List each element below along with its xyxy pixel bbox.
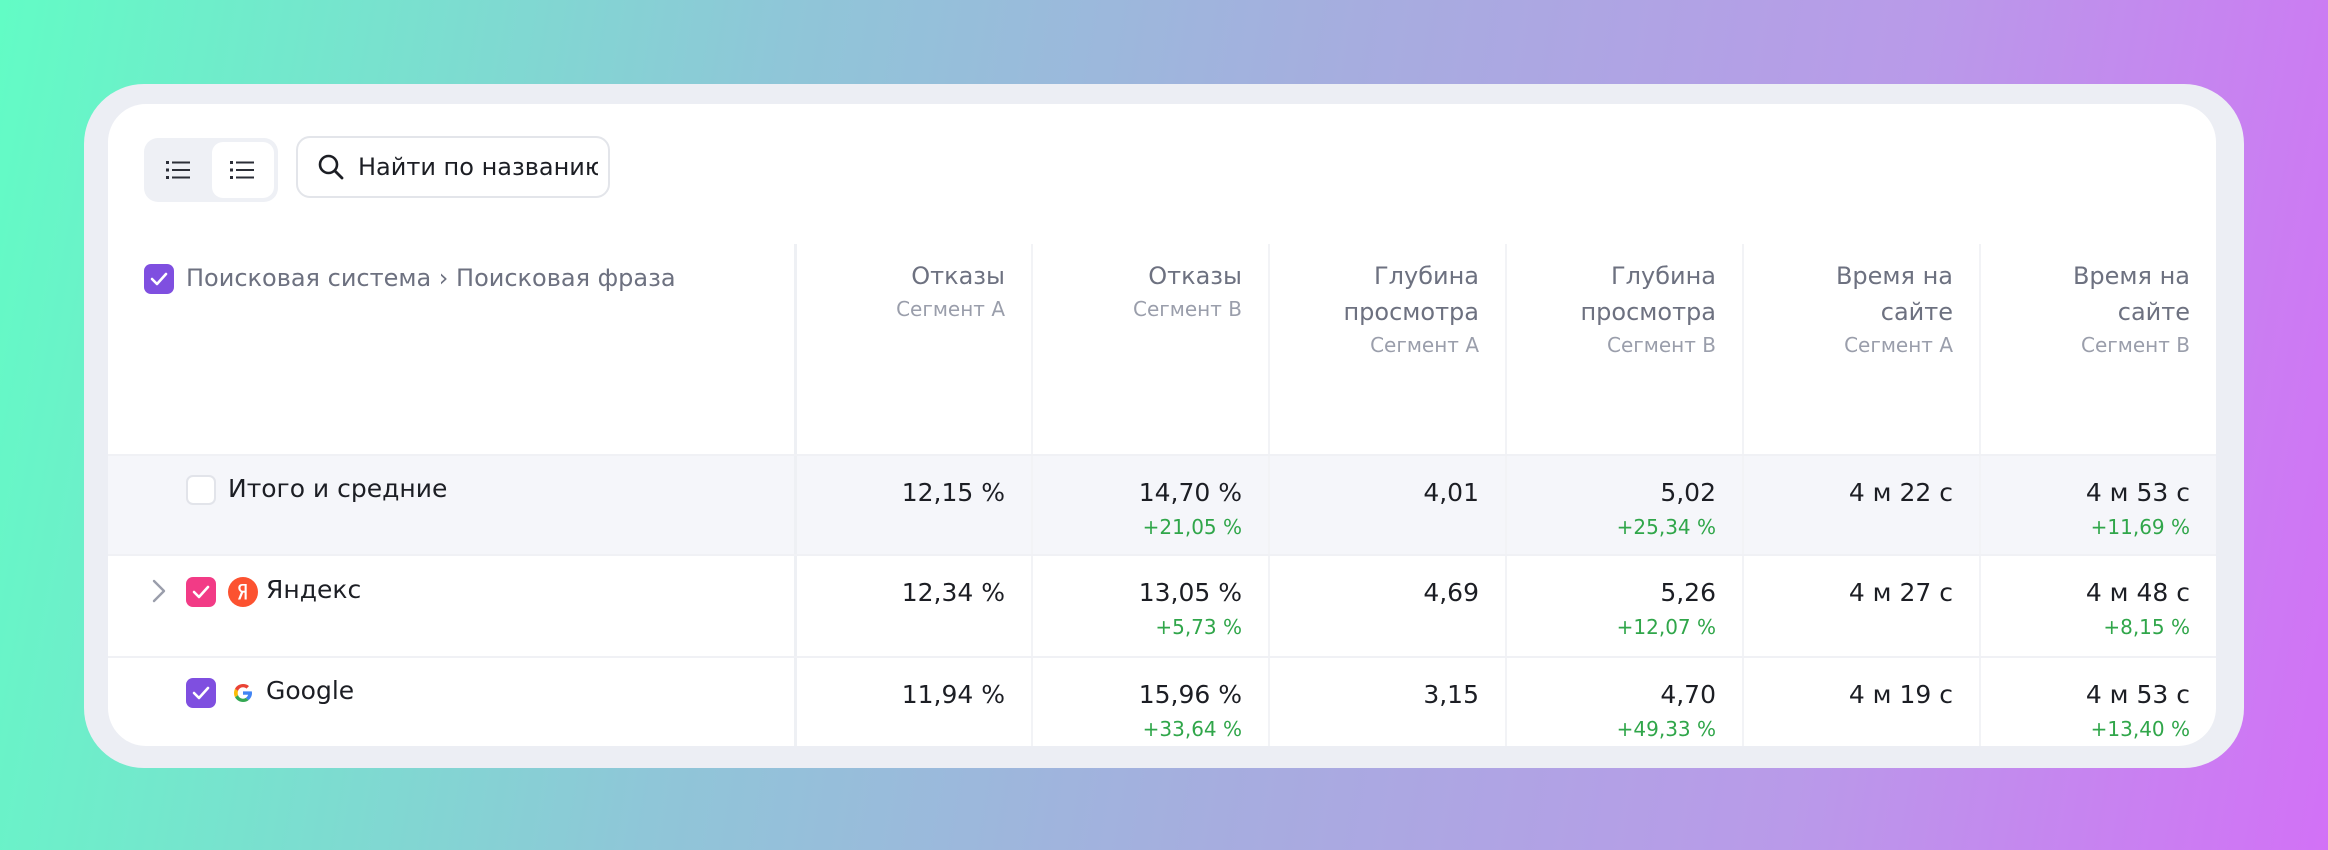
check-icon	[192, 585, 210, 599]
table-header: Поисковая система › Поисковая фраза Отка…	[108, 244, 2216, 454]
table-cell: 11,94 %	[794, 658, 1031, 746]
window-frame: Поисковая система › Поисковая фраза Отка…	[84, 84, 2244, 768]
cell-value: 5,02	[1660, 478, 1716, 507]
dimension-header-cell: Поисковая система › Поисковая фраза	[108, 244, 794, 454]
table-cell: 4 м 27 с	[1742, 556, 1979, 658]
cell-value: 3,15	[1423, 680, 1479, 709]
table-cell: 4 м 19 с	[1742, 658, 1979, 746]
table-row-totals: Итого и средние 12,15 % 14,70 % +21,05 %…	[108, 454, 2216, 556]
table-cell: 4 м 53 с +11,69 %	[1979, 456, 2216, 556]
table-cell: 3,15	[1268, 658, 1505, 746]
table-cell: 4 м 48 с +8,15 %	[1979, 556, 2216, 658]
row-dimension-cell: Яндекс	[108, 556, 794, 658]
table-cell: 13,05 % +5,73 %	[1031, 556, 1268, 658]
tree-list-icon	[230, 161, 254, 179]
column-title: просмотра	[1343, 298, 1479, 326]
column-segment: Сегмент A	[1370, 333, 1479, 357]
cell-value: 4 м 22 с	[1848, 478, 1953, 507]
cell-value: 4 м 53 с	[2085, 478, 2190, 507]
check-icon	[150, 272, 168, 286]
cell-delta: +8,15 %	[2103, 615, 2190, 639]
yandex-logo-icon	[228, 577, 258, 607]
table-cell: 5,26 +12,07 %	[1505, 556, 1742, 658]
google-logo-icon	[234, 684, 252, 702]
table-cell: 4,70 +49,33 %	[1505, 658, 1742, 746]
column-title: Время на	[2072, 262, 2190, 290]
column-segment: Сегмент A	[896, 297, 1005, 321]
tree-list-view-button[interactable]	[212, 142, 274, 198]
search-box[interactable]	[296, 136, 610, 198]
row-checkbox[interactable]	[186, 678, 216, 708]
column-title: Отказы	[1148, 262, 1242, 290]
row-checkbox[interactable]	[186, 577, 216, 607]
cell-delta: +25,34 %	[1616, 515, 1716, 539]
table-cell: 4,69	[1268, 556, 1505, 658]
column-title: Глубина	[1374, 262, 1479, 290]
flat-list-view-button[interactable]	[148, 142, 210, 198]
cell-delta: +13,40 %	[2090, 717, 2190, 741]
list-icon	[166, 161, 190, 179]
row-dimension-cell: Google	[108, 658, 794, 746]
column-header[interactable]: Время на сайте Сегмент A	[1742, 244, 1979, 454]
check-icon	[192, 686, 210, 700]
column-title: сайте	[1880, 298, 1953, 326]
row-label[interactable]: Яндекс	[266, 575, 362, 604]
row-label: Итого и средние	[228, 474, 448, 503]
column-header[interactable]: Отказы Сегмент A	[794, 244, 1031, 454]
table-cell: 4 м 22 с	[1742, 456, 1979, 556]
search-icon	[318, 154, 344, 180]
report-panel: Поисковая система › Поисковая фраза Отка…	[108, 104, 2216, 746]
cell-delta: +12,07 %	[1616, 615, 1716, 639]
search-input[interactable]	[358, 153, 598, 181]
cell-value: 4,70	[1660, 680, 1716, 709]
column-segment: Сегмент B	[2081, 333, 2190, 357]
column-header[interactable]: Отказы Сегмент B	[1031, 244, 1268, 454]
cell-value: 15,96 %	[1138, 680, 1242, 709]
cell-value: 14,70 %	[1138, 478, 1242, 507]
table-cell: 4 м 53 с +13,40 %	[1979, 658, 2216, 746]
table-cell: 14,70 % +21,05 %	[1031, 456, 1268, 556]
table-cell: 5,02 +25,34 %	[1505, 456, 1742, 556]
chevron-right-icon[interactable]	[148, 576, 170, 606]
column-title: Глубина	[1611, 262, 1716, 290]
cell-value: 4 м 53 с	[2085, 680, 2190, 709]
table-row-google[interactable]: Google 11,94 % 15,96 % +33,64 % 3,15 4,7…	[108, 656, 2216, 746]
table-cell: 15,96 % +33,64 %	[1031, 658, 1268, 746]
column-title: Отказы	[911, 262, 1005, 290]
cell-value: 12,34 %	[901, 578, 1005, 607]
row-checkbox[interactable]	[186, 475, 216, 505]
cell-delta: +33,64 %	[1142, 717, 1242, 741]
column-segment: Сегмент A	[1844, 333, 1953, 357]
cell-value: 4 м 48 с	[2085, 578, 2190, 607]
row-dimension-cell: Итого и средние	[108, 456, 794, 556]
table-cell: 12,15 %	[794, 456, 1031, 556]
cell-value: 11,94 %	[901, 680, 1005, 709]
cell-value: 4,01	[1423, 478, 1479, 507]
view-mode-toggle	[144, 138, 278, 202]
column-title: сайте	[2117, 298, 2190, 326]
cell-value: 13,05 %	[1138, 578, 1242, 607]
cell-value: 5,26	[1660, 578, 1716, 607]
dimension-header-label[interactable]: Поисковая система › Поисковая фраза	[186, 264, 676, 292]
column-title: просмотра	[1580, 298, 1716, 326]
select-all-checkbox[interactable]	[144, 264, 174, 294]
cell-value: 4 м 19 с	[1848, 680, 1953, 709]
column-header[interactable]: Глубина просмотра Сегмент B	[1505, 244, 1742, 454]
cell-delta: +21,05 %	[1142, 515, 1242, 539]
table-row-yandex[interactable]: Яндекс 12,34 % 13,05 % +5,73 % 4,69 5,26…	[108, 554, 2216, 658]
column-segment: Сегмент B	[1607, 333, 1716, 357]
column-title: Время на	[1835, 262, 1953, 290]
row-label[interactable]: Google	[266, 676, 355, 705]
cell-delta: +49,33 %	[1616, 717, 1716, 741]
column-header[interactable]: Время на сайте Сегмент B	[1979, 244, 2216, 454]
cell-delta: +11,69 %	[2090, 515, 2190, 539]
cell-value: 12,15 %	[901, 478, 1005, 507]
table-cell: 4,01	[1268, 456, 1505, 556]
table-cell: 12,34 %	[794, 556, 1031, 658]
column-header[interactable]: Глубина просмотра Сегмент A	[1268, 244, 1505, 454]
cell-value: 4 м 27 с	[1848, 578, 1953, 607]
cell-delta: +5,73 %	[1155, 615, 1242, 639]
column-segment: Сегмент B	[1133, 297, 1242, 321]
cell-value: 4,69	[1423, 578, 1479, 607]
